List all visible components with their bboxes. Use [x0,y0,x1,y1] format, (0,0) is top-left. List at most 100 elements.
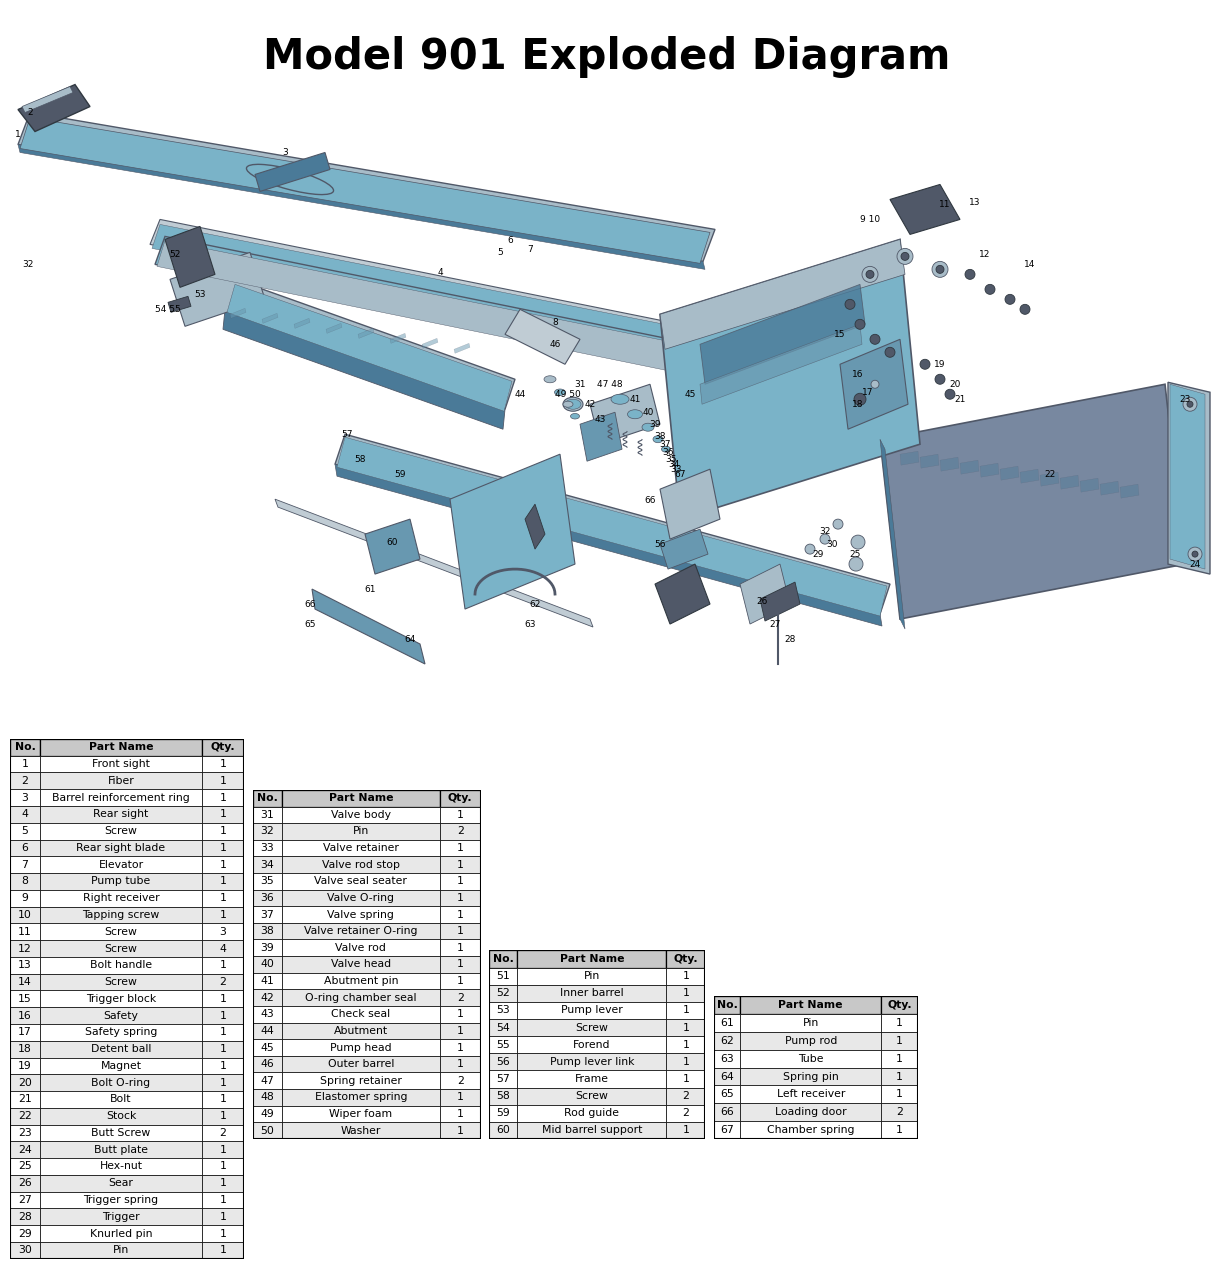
Text: Forend: Forend [573,1040,611,1050]
FancyBboxPatch shape [517,950,666,967]
Text: 52: 52 [169,250,181,259]
Text: 1: 1 [220,860,226,870]
Polygon shape [660,469,720,539]
FancyBboxPatch shape [253,856,282,873]
Polygon shape [390,334,405,343]
FancyBboxPatch shape [10,957,40,973]
FancyBboxPatch shape [202,789,244,806]
Text: 46: 46 [261,1059,274,1069]
Text: No.: No. [257,794,278,803]
Text: 1: 1 [220,809,226,819]
FancyBboxPatch shape [40,957,202,973]
Text: 3: 3 [220,926,226,936]
FancyBboxPatch shape [439,856,481,873]
Text: Right receiver: Right receiver [83,893,159,903]
Polygon shape [1000,466,1019,480]
FancyBboxPatch shape [10,1158,40,1175]
Text: 34: 34 [261,860,274,870]
Text: 2: 2 [27,108,33,117]
FancyBboxPatch shape [202,1125,244,1142]
FancyBboxPatch shape [881,1032,918,1050]
Text: 28: 28 [18,1212,32,1222]
FancyBboxPatch shape [40,1125,202,1142]
Text: 53: 53 [194,290,205,299]
Polygon shape [157,241,717,380]
FancyBboxPatch shape [10,739,40,755]
FancyBboxPatch shape [10,907,40,924]
Polygon shape [255,153,330,191]
Polygon shape [700,284,866,385]
FancyBboxPatch shape [10,1242,40,1259]
FancyBboxPatch shape [40,1242,202,1259]
Text: 49: 49 [261,1110,274,1119]
Text: 67: 67 [674,470,686,479]
Text: 38: 38 [261,926,274,936]
FancyBboxPatch shape [202,823,244,840]
Text: Safety spring: Safety spring [85,1027,157,1037]
FancyBboxPatch shape [666,1122,705,1139]
Text: 1: 1 [220,1111,226,1121]
FancyBboxPatch shape [489,1019,517,1036]
Circle shape [965,269,975,279]
Text: Screw: Screw [104,826,137,836]
Ellipse shape [642,423,654,431]
FancyBboxPatch shape [10,1175,40,1191]
Text: 1: 1 [682,971,690,981]
FancyBboxPatch shape [10,1191,40,1209]
Text: 21: 21 [954,395,965,404]
Text: 59: 59 [395,470,405,479]
Text: 63: 63 [720,1054,734,1064]
Text: 61: 61 [364,585,376,594]
FancyBboxPatch shape [40,755,202,772]
FancyBboxPatch shape [282,956,439,973]
FancyBboxPatch shape [202,840,244,856]
Text: Pump lever link: Pump lever link [550,1057,634,1066]
Polygon shape [660,529,708,569]
Text: 56: 56 [497,1057,510,1066]
Polygon shape [890,185,960,234]
FancyBboxPatch shape [202,1108,244,1125]
Text: Pump head: Pump head [330,1042,392,1052]
Text: 43: 43 [595,415,606,424]
Text: Sear: Sear [108,1178,134,1189]
Polygon shape [760,582,800,620]
FancyBboxPatch shape [439,1106,481,1122]
Text: 1: 1 [220,843,226,852]
Text: 6: 6 [22,843,28,852]
Text: 1: 1 [220,910,226,920]
Text: 44: 44 [515,390,526,399]
Text: 57: 57 [341,429,353,438]
FancyBboxPatch shape [439,1006,481,1023]
FancyBboxPatch shape [10,1108,40,1125]
FancyBboxPatch shape [202,755,244,772]
FancyBboxPatch shape [202,1091,244,1108]
FancyBboxPatch shape [714,1050,741,1068]
Text: 23: 23 [18,1127,32,1138]
Polygon shape [1040,473,1059,487]
Text: 61: 61 [720,1018,734,1028]
FancyBboxPatch shape [40,1191,202,1209]
Text: Pin: Pin [113,1245,129,1255]
Polygon shape [580,413,622,461]
Text: Tube: Tube [798,1054,823,1064]
Text: 17: 17 [18,1027,32,1037]
Text: Check seal: Check seal [331,1009,391,1019]
Text: 32: 32 [819,526,830,535]
FancyBboxPatch shape [202,772,244,789]
Text: 1: 1 [682,1057,690,1066]
Text: 14: 14 [1025,260,1036,269]
FancyBboxPatch shape [40,1158,202,1175]
FancyBboxPatch shape [10,1041,40,1057]
Text: 58: 58 [497,1091,510,1101]
FancyBboxPatch shape [253,840,282,856]
FancyBboxPatch shape [10,1142,40,1158]
Polygon shape [18,112,715,261]
FancyBboxPatch shape [282,990,439,1006]
Text: 1: 1 [220,1178,226,1189]
FancyBboxPatch shape [40,823,202,840]
Text: 1: 1 [896,1018,903,1028]
Text: 9: 9 [22,893,28,903]
Polygon shape [422,339,438,348]
Circle shape [920,359,930,369]
Text: Rear sight: Rear sight [93,809,148,819]
